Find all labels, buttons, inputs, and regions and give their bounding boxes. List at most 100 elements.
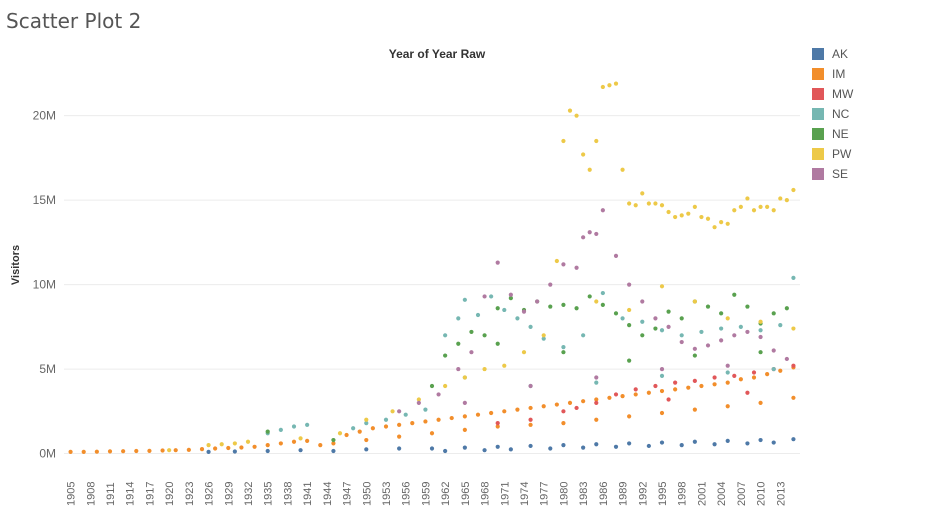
data-point-im (528, 422, 533, 427)
data-point-mw (561, 409, 566, 414)
data-point-nc (502, 307, 507, 313)
data-point-se (561, 262, 566, 267)
legend-item-ne[interactable]: NE (812, 124, 853, 144)
data-point-ak (758, 437, 763, 443)
data-point-im (436, 417, 441, 422)
x-tick-label: 1932 (243, 482, 255, 506)
data-point-im (659, 388, 665, 394)
data-point-ne (265, 429, 270, 434)
data-point-nc (541, 336, 546, 341)
data-point-pw (232, 441, 237, 446)
data-point-se (725, 363, 730, 368)
data-point-ak (679, 443, 684, 448)
data-point-ne (443, 353, 448, 358)
data-point-im (305, 438, 310, 443)
data-point-pw (521, 350, 527, 355)
data-point-pw (640, 191, 645, 196)
data-point-pw (594, 138, 599, 144)
data-point-pw (771, 208, 776, 213)
data-point-im (633, 392, 638, 397)
x-tick-label: 1920 (164, 482, 176, 506)
data-point-im (173, 448, 178, 453)
data-point-se (600, 208, 605, 213)
data-point-pw (627, 307, 632, 313)
data-point-mw (594, 400, 599, 405)
x-tick-label: 2004 (716, 482, 728, 506)
data-point-ak (482, 448, 487, 453)
data-point-im (778, 368, 783, 373)
data-point-ak (397, 446, 402, 451)
data-point-se (508, 292, 513, 297)
y-tick-label: 0M (39, 447, 56, 461)
data-point-pw (673, 214, 678, 220)
data-point-mw (613, 392, 619, 397)
data-point-ak (594, 442, 599, 447)
data-point-pw (732, 208, 737, 213)
data-point-im (226, 445, 231, 451)
data-point-pw (594, 299, 599, 304)
data-point-se (495, 260, 500, 265)
data-point-se (521, 309, 527, 314)
legend-item-im[interactable]: IM (812, 64, 853, 84)
x-tick-label: 1992 (637, 482, 649, 506)
x-tick-label: 1947 (342, 482, 354, 506)
data-point-pw (607, 83, 612, 88)
legend-label: NE (832, 127, 849, 141)
x-tick-label: 1983 (578, 482, 590, 506)
data-point-pw (725, 221, 730, 226)
x-tick-label: 2013 (775, 482, 787, 506)
data-point-nc (403, 412, 408, 417)
data-point-im (712, 382, 717, 387)
data-point-nc (489, 294, 494, 299)
legend-swatch (812, 128, 824, 140)
x-tick-label: 1998 (677, 482, 689, 506)
data-point-pw (659, 284, 665, 289)
data-point-ne (508, 296, 513, 301)
data-point-mw (745, 390, 750, 395)
x-tick-label: 2007 (736, 482, 748, 506)
data-point-se (705, 343, 711, 348)
data-point-im (344, 432, 349, 438)
legend-item-mw[interactable]: MW (812, 84, 853, 104)
data-point-nc (291, 424, 297, 429)
data-point-pw (686, 211, 691, 216)
data-point-im (81, 449, 86, 454)
data-point-se (587, 230, 592, 235)
data-point-im (620, 394, 625, 399)
data-point-ne (705, 304, 711, 309)
data-point-nc (581, 333, 586, 338)
data-point-mw (574, 405, 579, 411)
data-point-pw (692, 299, 697, 304)
x-tick-label: 1977 (539, 482, 551, 506)
data-point-nc (791, 275, 796, 280)
x-tick-label: 1929 (223, 482, 235, 506)
data-point-im (758, 400, 763, 405)
legend-item-pw[interactable]: PW (812, 144, 853, 164)
data-point-pw (705, 216, 711, 221)
data-point-se (548, 282, 553, 287)
legend-label: IM (832, 67, 846, 81)
data-point-im (239, 445, 244, 450)
data-point-im (489, 410, 494, 416)
data-point-se (528, 383, 533, 389)
data-point-im (567, 400, 573, 405)
data-point-ne (745, 304, 750, 309)
data-point-ak (508, 447, 513, 452)
data-point-mw (633, 387, 638, 392)
data-point-nc (594, 380, 599, 385)
data-point-im (541, 404, 546, 409)
data-point-pw (554, 258, 559, 264)
y-ticks: 0M 5M 10M 15M 20M (33, 109, 56, 461)
data-point-se (771, 348, 776, 353)
data-point-pw (719, 220, 724, 225)
points-layer (68, 81, 796, 454)
chart-title: Year of Year Raw (389, 47, 486, 61)
legend-item-nc[interactable]: NC (812, 104, 853, 124)
legend-item-ak[interactable]: AK (812, 44, 853, 64)
data-point-mw (712, 375, 717, 380)
data-point-im (554, 402, 559, 407)
data-point-ak (627, 441, 632, 446)
data-point-nc (456, 316, 461, 321)
legend-item-se[interactable]: SE (812, 164, 853, 184)
data-point-nc (679, 333, 684, 338)
